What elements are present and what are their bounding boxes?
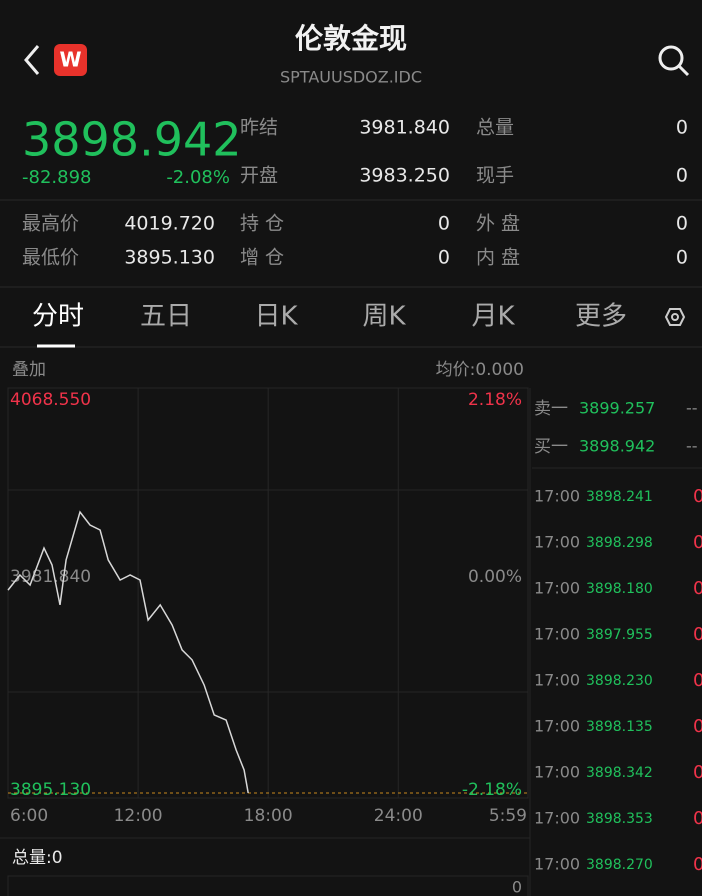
- trade-time: 17:00: [534, 809, 580, 828]
- stat-label: 内 盘: [476, 247, 520, 269]
- trade-time: 17:00: [534, 625, 580, 644]
- y-tick-label: 3895.130: [10, 780, 91, 800]
- x-tick-label: 24:00: [374, 806, 423, 826]
- trade-price: 3898.135: [586, 719, 653, 735]
- change: -82.898: [22, 167, 91, 188]
- tab[interactable]: 更多: [575, 302, 627, 332]
- stat-value: 0: [676, 247, 688, 269]
- overlay-label: 叠加: [12, 360, 46, 380]
- trade-price: 3898.230: [586, 673, 653, 689]
- y2-tick-label: 0.00%: [468, 567, 522, 587]
- trade-price: 3898.241: [586, 489, 653, 505]
- tab[interactable]: 月K: [471, 302, 515, 332]
- trade-time: 17:00: [534, 717, 580, 736]
- trade-volume: 0: [693, 854, 702, 875]
- trade-time: 17:00: [534, 579, 580, 598]
- stat-label: 最高价: [22, 213, 79, 235]
- stat-label: 现手: [476, 165, 514, 187]
- trade-price: 3898.353: [586, 811, 653, 827]
- tab[interactable]: 周K: [362, 302, 406, 332]
- volume-label: 总量:0: [12, 848, 63, 868]
- trade-time: 17:00: [534, 671, 580, 690]
- back-button[interactable]: [24, 45, 40, 75]
- trade-volume: 0: [693, 532, 702, 553]
- y2-tick-label: 2.18%: [468, 390, 522, 410]
- x-tick-label: 12:00: [114, 806, 163, 826]
- stat-label: 总量: [476, 117, 514, 139]
- volume-tick: 0: [512, 878, 522, 896]
- back-icon: [24, 45, 40, 75]
- search-button[interactable]: [658, 45, 690, 77]
- y-tick-label: 3981.840: [10, 567, 91, 587]
- stat-value: 0: [676, 117, 688, 139]
- brand-icon: [54, 44, 87, 76]
- stat-value: 0: [676, 165, 688, 187]
- trade-volume: 0: [693, 716, 702, 737]
- price-line: [7, 510, 249, 794]
- stat-value: 4019.720: [124, 213, 215, 235]
- stat-label: 最低价: [22, 247, 79, 269]
- book-label: 买一: [534, 437, 568, 457]
- stat-label: 持 仓: [240, 213, 284, 235]
- y2-tick-label: -2.18%: [462, 780, 522, 800]
- search-icon: [658, 45, 684, 71]
- book-price: 3898.942: [579, 437, 655, 456]
- trade-price: 3898.180: [586, 581, 653, 597]
- trade-volume: 0: [693, 808, 702, 829]
- volume-frame: [7, 875, 529, 896]
- book-price: 3899.257: [579, 399, 655, 418]
- trade-volume: 0: [693, 670, 702, 691]
- title: 伦敦金现: [295, 22, 407, 55]
- trade-volume: 0: [693, 762, 702, 783]
- tab[interactable]: 五日: [140, 302, 192, 332]
- book-volume: --: [686, 437, 698, 456]
- subtitle: SPTAUUSDOZ.IDC: [280, 68, 422, 87]
- trade-price: 3897.955: [586, 627, 653, 643]
- trade-time: 17:00: [534, 533, 580, 552]
- change-pct: -2.08%: [166, 167, 230, 188]
- y-tick-label: 4068.550: [10, 390, 91, 410]
- x-tick-label: 5:59: [489, 806, 527, 826]
- search-handle: [677, 64, 690, 77]
- settings-button[interactable]: [664, 308, 686, 326]
- stat-value: 0: [676, 213, 688, 235]
- settings-icon: [664, 308, 686, 326]
- average-label: 均价:0.000: [436, 360, 524, 380]
- brand-letter: W: [59, 48, 81, 72]
- trade-volume: 0: [693, 486, 702, 507]
- tab[interactable]: 日K: [254, 302, 298, 332]
- price: 3898.942: [22, 113, 242, 167]
- x-tick-label: 6:00: [10, 806, 48, 826]
- settings-dot: [671, 313, 679, 321]
- stat-value: 0: [438, 213, 450, 235]
- trade-price: 3898.298: [586, 535, 653, 551]
- trade-volume: 0: [693, 624, 702, 645]
- stat-value: 3981.840: [359, 117, 450, 139]
- tab[interactable]: 分时: [32, 302, 84, 332]
- stat-label: 昨结: [240, 117, 278, 139]
- trade-time: 17:00: [534, 487, 580, 506]
- trade-time: 17:00: [534, 763, 580, 782]
- trade-price: 3898.270: [586, 857, 653, 873]
- trade-volume: 0: [693, 578, 702, 599]
- stat-label: 开盘: [240, 165, 278, 187]
- stat-value: 3983.250: [359, 165, 450, 187]
- book-volume: --: [686, 399, 698, 418]
- stat-value: 0: [438, 247, 450, 269]
- stat-label: 外 盘: [476, 213, 520, 235]
- x-tick-label: 18:00: [244, 806, 293, 826]
- stat-value: 3895.130: [124, 247, 215, 269]
- stat-label: 增 仓: [240, 247, 284, 269]
- trade-time: 17:00: [534, 855, 580, 874]
- book-label: 卖一: [534, 399, 568, 419]
- trade-price: 3898.342: [586, 765, 653, 781]
